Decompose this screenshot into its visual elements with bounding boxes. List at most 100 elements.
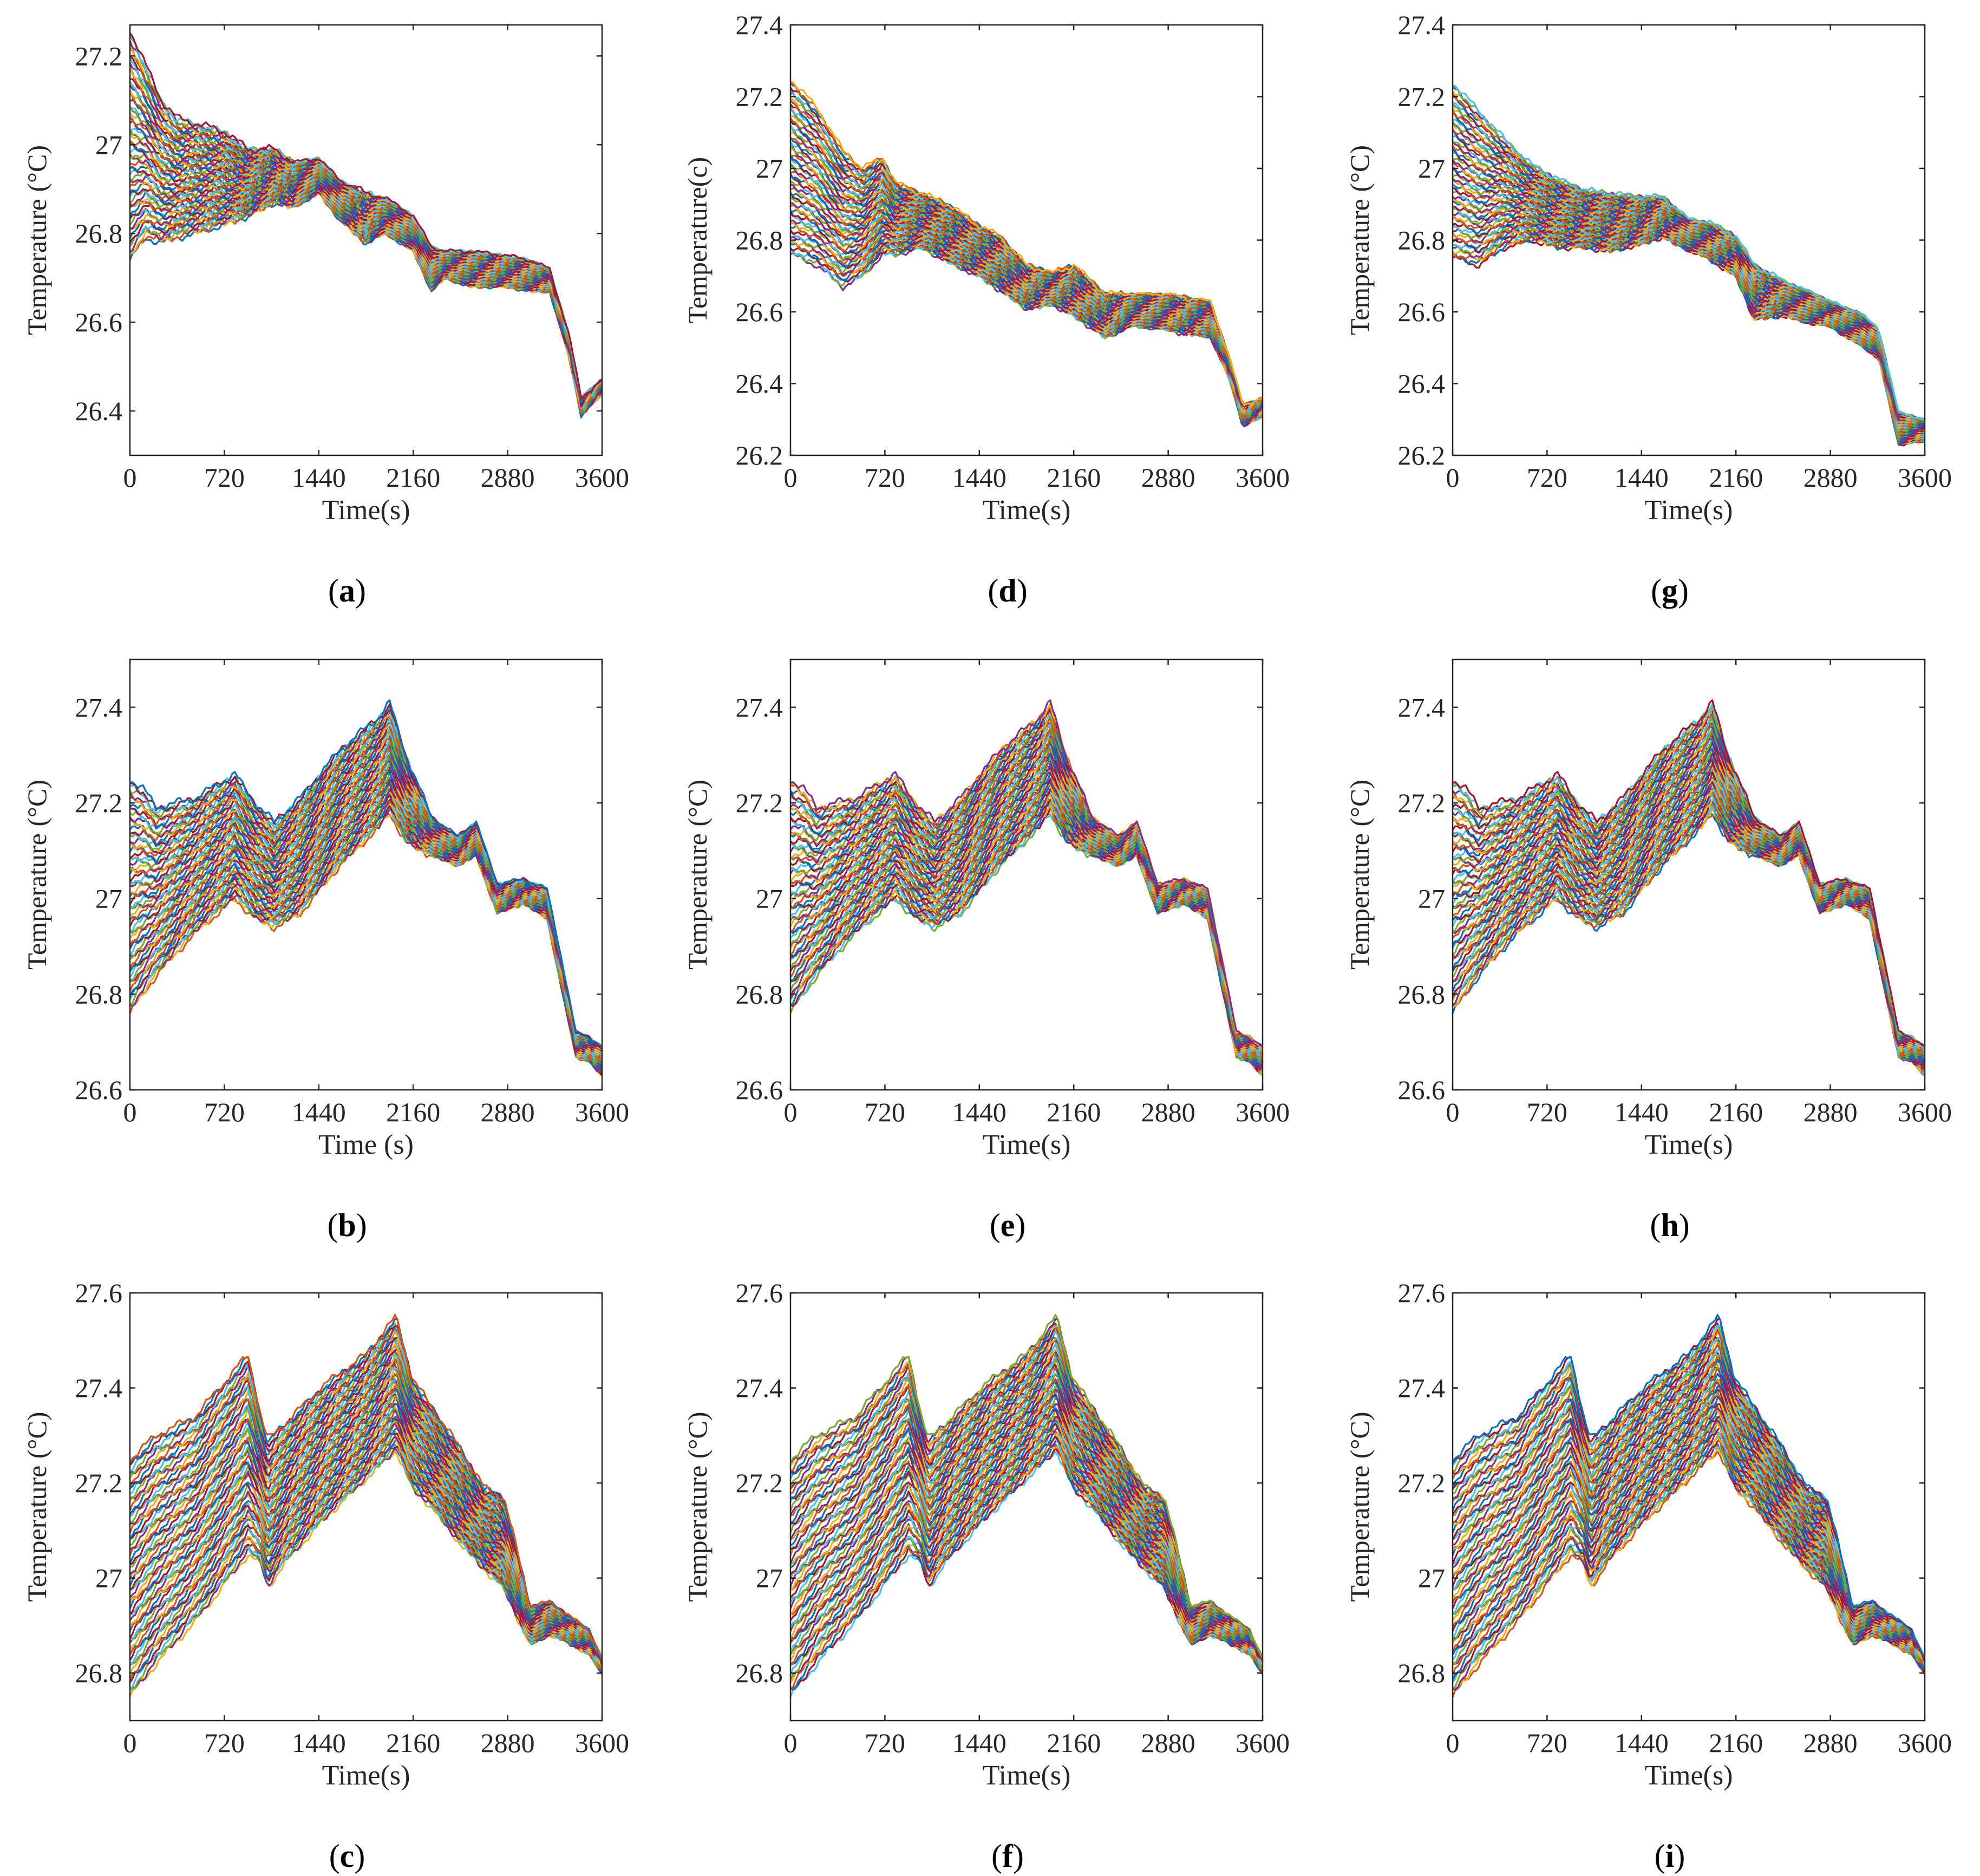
x-tick-label: 2880 (1803, 1097, 1858, 1127)
y-axis-label: Temperature (°C) (1344, 1411, 1375, 1602)
chart-panel-f: 0 720 1440 2160 2880 3600 26.8 27 27.2 27.4 27.6 Ti… (682, 1278, 1290, 1874)
y-tick-label: 27.6 (736, 1278, 783, 1308)
x-tick-label: 2160 (386, 462, 440, 493)
x-tick-label: 2160 (1709, 462, 1763, 493)
x-tick-label: 3600 (1236, 1097, 1290, 1127)
series-line (130, 84, 602, 403)
x-tick-label: 720 (1527, 1728, 1567, 1758)
panel-label: (f) (991, 1838, 1024, 1874)
y-tick-label: 26.6 (75, 307, 123, 337)
y-tick-label: 26.6 (736, 297, 783, 327)
series-line (790, 81, 1263, 407)
x-tick-label: 2160 (1047, 462, 1101, 493)
x-tick-label: 1440 (1615, 1097, 1669, 1127)
x-tick-label: 720 (865, 1728, 905, 1758)
series-line (130, 1417, 602, 1670)
x-tick-label: 720 (1527, 1097, 1567, 1127)
y-tick-label: 26.6 (1398, 297, 1446, 327)
y-axis-label: Temperature (°C) (22, 780, 52, 970)
y-tick-label: 27.4 (75, 692, 123, 722)
y-tick-label: 27 (756, 1563, 783, 1593)
x-tick-label: 3600 (1236, 462, 1290, 493)
series-line (790, 729, 1263, 1055)
series-group (1453, 84, 1925, 447)
x-axis-label: Time(s) (983, 1760, 1071, 1791)
y-tick-label: 26.2 (1398, 440, 1446, 470)
series-group (790, 699, 1263, 1076)
y-tick-label: 27 (95, 884, 122, 914)
chart-panel-i: 0 720 1440 2160 2880 3600 26.8 27 27.2 27.4 27.6 Ti… (1344, 1278, 1952, 1874)
series-line (130, 1408, 602, 1668)
y-tick-label: 26.6 (1398, 1075, 1446, 1105)
axes-box (789, 1292, 1264, 1722)
y-tick-label: 27.4 (736, 10, 783, 40)
y-axis-label: Temperature (°C) (682, 780, 713, 970)
chart-panel-h: 0 720 1440 2160 2880 3600 26.6 26.8 27 27.2 27.4 Ti… (1344, 658, 1952, 1243)
y-axis-label: Temperature (°C) (682, 1411, 713, 1602)
series-line (790, 1408, 1263, 1668)
panel-label: (a) (328, 573, 366, 609)
chart-panel-g: 0 720 1440 2160 2880 3600 26.2 26.4 26.6 26.8 27 27… (1344, 10, 1952, 609)
series-line (790, 1314, 1263, 1658)
x-tick-label: 2880 (481, 1097, 535, 1127)
x-axis-label: Time(s) (1645, 1129, 1733, 1160)
series-line (790, 754, 1263, 1060)
y-tick-label: 27.4 (75, 1373, 123, 1403)
y-tick-label: 27.4 (736, 692, 783, 722)
y-tick-label: 26.8 (736, 979, 783, 1009)
x-tick-label: 2160 (386, 1097, 440, 1127)
x-tick-label: 3600 (1236, 1728, 1290, 1758)
plot-area (790, 659, 1263, 1090)
x-tick-label: 3600 (575, 1097, 629, 1127)
series-line (790, 1382, 1263, 1665)
chart-panel-e: 0 720 1440 2160 2880 3600 26.6 26.8 27 27.2 27.4 Ti… (682, 658, 1290, 1243)
x-tick-label: 2160 (1709, 1097, 1763, 1127)
series-group (130, 32, 602, 419)
series-line (130, 699, 602, 1047)
panel-label: (h) (1650, 1207, 1689, 1243)
series-line (130, 1314, 602, 1658)
series-line (1453, 1408, 1925, 1668)
y-tick-label: 26.8 (75, 218, 123, 249)
panel-label: (b) (327, 1207, 367, 1243)
axes-box (129, 658, 603, 1091)
x-tick-label: 2880 (1803, 1728, 1858, 1758)
y-tick-label: 26.2 (736, 440, 783, 470)
series-line (1453, 1417, 1925, 1670)
x-tick-label: 1440 (952, 1097, 1007, 1127)
series-group (790, 81, 1263, 428)
series-line (130, 32, 602, 399)
axes-box (129, 24, 603, 456)
chart-panel-a: 0 720 1440 2160 2880 3600 26.4 26.6 26.8 27 27.2 Ti… (22, 24, 629, 609)
x-tick-label: 3600 (1898, 1728, 1952, 1758)
y-tick-label: 26.8 (75, 979, 123, 1009)
x-tick-label: 2160 (1709, 1728, 1763, 1758)
x-axis-label: Time(s) (983, 495, 1071, 526)
y-tick-label: 27.2 (75, 1468, 123, 1498)
series-line (1453, 699, 1925, 1047)
x-tick-label: 3600 (1898, 462, 1952, 493)
x-tick-label: 0 (784, 1097, 798, 1127)
axes-box (1452, 1292, 1926, 1722)
y-tick-label: 27.4 (1398, 10, 1446, 40)
series-line (1453, 703, 1925, 1050)
series-line (790, 703, 1263, 1050)
x-axis-label: Time(s) (1645, 495, 1733, 526)
y-tick-label: 27 (756, 153, 783, 184)
y-tick-label: 27 (1418, 884, 1445, 914)
x-tick-label: 1440 (292, 462, 346, 493)
x-tick-label: 1440 (952, 462, 1007, 493)
x-axis-label: Time(s) (1645, 1760, 1733, 1791)
x-tick-label: 0 (1446, 462, 1460, 493)
y-tick-label: 27.4 (1398, 692, 1446, 722)
y-tick-label: 26.6 (736, 1075, 783, 1105)
y-tick-label: 27 (1418, 1563, 1445, 1593)
x-tick-label: 1440 (1615, 1728, 1669, 1758)
chart-panel-d: 0 720 1440 2160 2880 3600 26.2 26.4 26.6 26.8 27 27… (682, 10, 1290, 609)
x-tick-label: 1440 (1615, 462, 1669, 493)
series-line (1453, 1314, 1925, 1658)
panel-label: (d) (988, 573, 1027, 609)
x-tick-label: 3600 (575, 462, 629, 493)
y-tick-label: 27 (756, 884, 783, 914)
y-tick-label: 27 (95, 129, 122, 160)
